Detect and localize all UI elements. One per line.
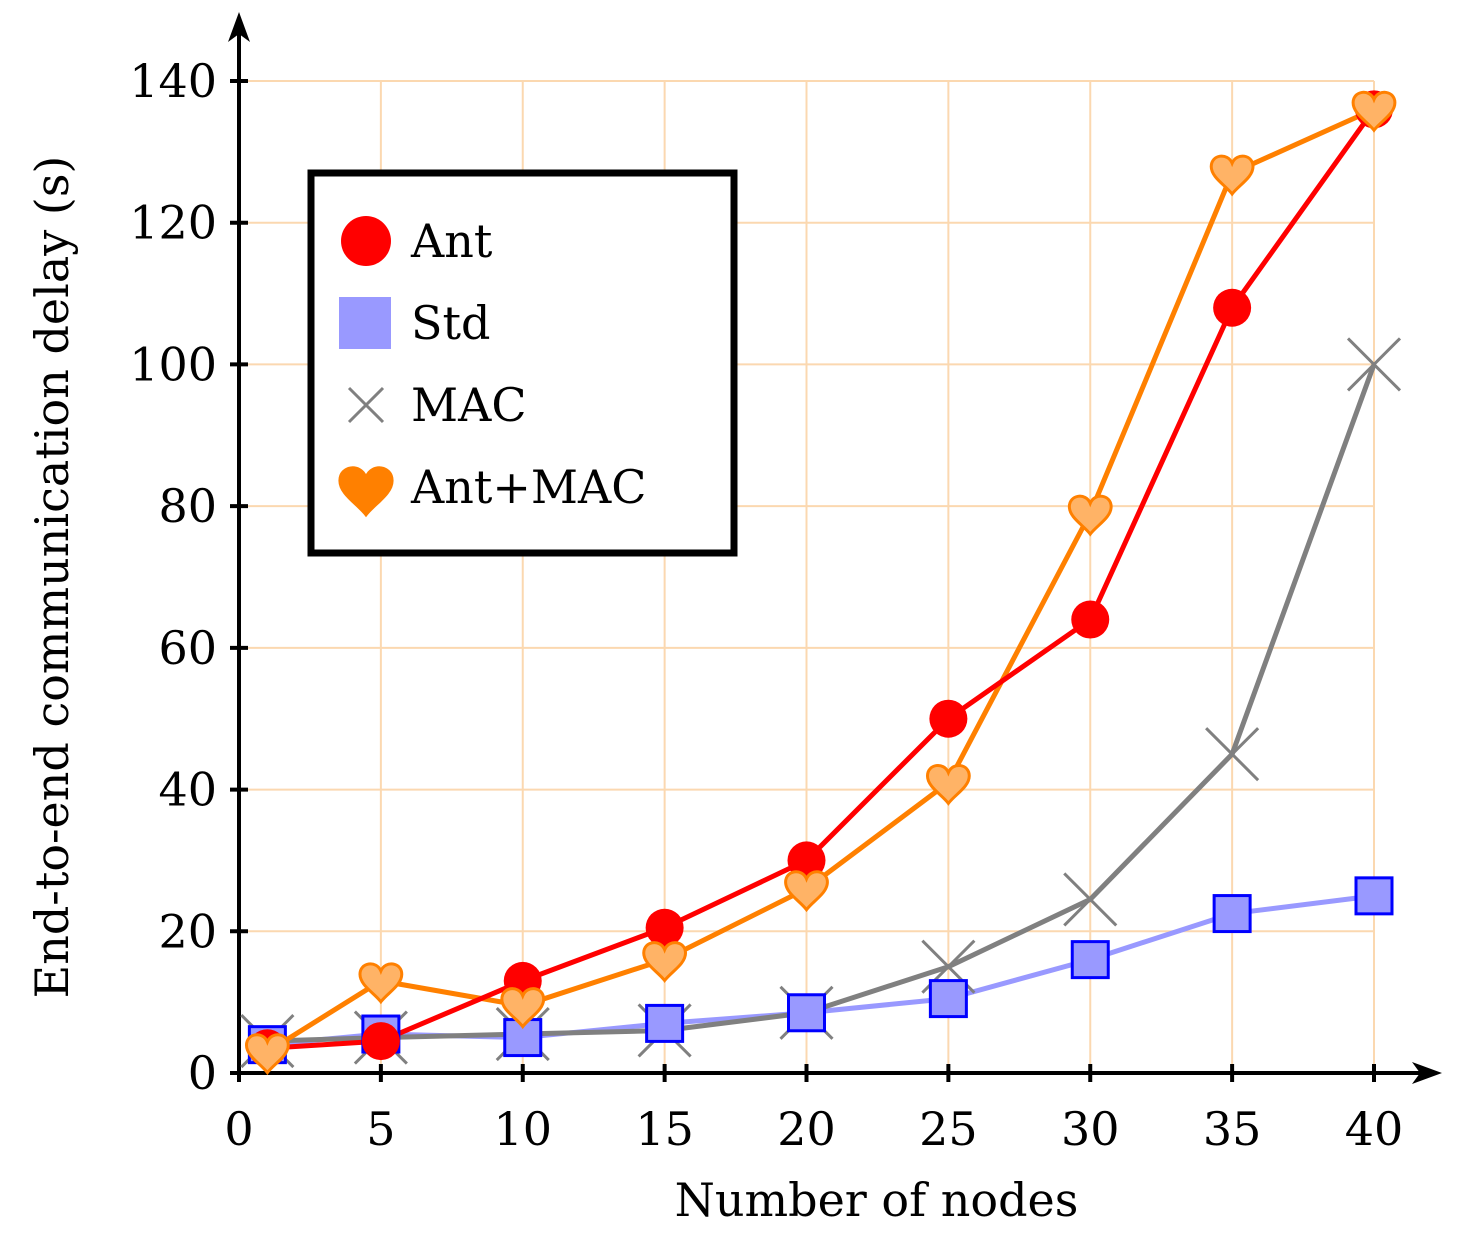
point-std (928, 979, 968, 1019)
legend-marker-std (339, 297, 391, 349)
point-ant-mac (1067, 494, 1113, 537)
x-tick-label: 5 (366, 1102, 395, 1156)
point-ant-mac (642, 941, 688, 984)
cross-stroke (1346, 337, 1402, 392)
point-ant-mac (925, 764, 971, 806)
legend-item-std: Std (339, 296, 490, 350)
x-axis-title: Number of nodes (675, 1173, 1079, 1227)
point-mac (1205, 727, 1260, 782)
legend-label-ant-mac: Ant+MAC (410, 460, 646, 514)
x-tick-label: 30 (1061, 1102, 1120, 1156)
point-ant (361, 1022, 400, 1061)
legend-label-mac: MAC (411, 378, 527, 432)
y-tick-label: 40 (158, 763, 217, 817)
point-ant-mac (1209, 154, 1255, 197)
x-tick-label: 10 (493, 1102, 552, 1156)
point-std (787, 993, 826, 1033)
point-ant (1213, 288, 1252, 327)
point-mac (1346, 337, 1402, 392)
point-ant-mac (784, 870, 829, 913)
point-std (1354, 876, 1394, 916)
legend-item-ant-mac: Ant+MAC (338, 460, 646, 518)
legend-item-ant: Ant (341, 214, 493, 268)
y-tick-label: 100 (129, 337, 217, 391)
legend-marker-mac (347, 386, 385, 424)
legend-label-std: Std (411, 296, 490, 350)
y-axis-title: End-to-end communication delay (s) (25, 156, 79, 999)
series-layer (240, 90, 1402, 1076)
x-tick-label: 20 (777, 1102, 836, 1156)
point-std (1070, 940, 1110, 980)
x-tick-label: 25 (919, 1102, 978, 1156)
point-ant (929, 699, 968, 738)
legend-item-mac: MAC (347, 378, 527, 432)
y-tick-label: 0 (188, 1046, 217, 1100)
legend-marker-ant-mac (338, 466, 394, 518)
legend-marker-ant (341, 216, 391, 266)
y-tick-label: 120 (129, 196, 217, 250)
legend-label-ant: Ant (410, 214, 493, 268)
point-ant-mac (244, 1033, 290, 1076)
x-axis-arrow (1412, 1062, 1442, 1084)
x-tick-label: 0 (224, 1102, 253, 1156)
y-tick-label: 60 (158, 621, 217, 675)
point-ant-mac (358, 962, 404, 1005)
x-tick-label: 35 (1203, 1102, 1262, 1156)
legend: Ant Std MAC Ant+MAC (307, 169, 738, 557)
point-std (645, 1003, 685, 1043)
axes (228, 12, 1442, 1084)
x-tick-label: 40 (1345, 1102, 1404, 1156)
point-ant (787, 841, 826, 880)
point-ant-mac (1351, 90, 1397, 133)
grid (238, 80, 1375, 1074)
cross-stroke (1205, 727, 1260, 782)
y-tick-label: 140 (129, 54, 217, 108)
point-ant (1071, 600, 1110, 639)
cross-stroke (347, 386, 385, 424)
ticks: 0 5 10 15 20 25 30 35 40 0 20 40 60 80 100 120 140 (129, 54, 1403, 1156)
y-axis-arrow (228, 12, 250, 42)
y-tick-label: 80 (158, 479, 217, 533)
point-ant-mac (500, 987, 546, 1030)
y-tick-label: 20 (158, 904, 217, 958)
point-ant (645, 908, 684, 947)
point-std (1212, 894, 1252, 934)
point-mac (1063, 872, 1118, 927)
cross-stroke (1063, 872, 1118, 927)
x-tick-label: 15 (635, 1102, 694, 1156)
